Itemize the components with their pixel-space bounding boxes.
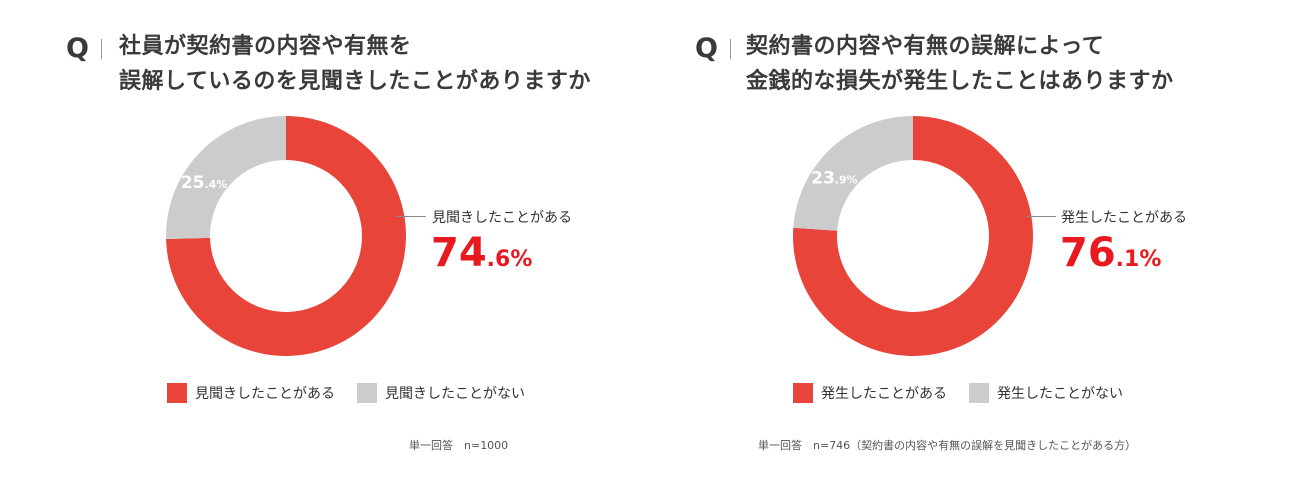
legend-label: 発生したことがない — [997, 386, 1123, 402]
legend-item-no: 見聞きしたことがない — [357, 383, 525, 403]
callout-label: 見聞きしたことがある — [432, 210, 572, 226]
callout-value-integer: 76 — [1060, 230, 1116, 276]
slice-value-label: 23.9% — [811, 168, 858, 188]
callout-value: 76.1% — [1060, 233, 1161, 273]
question-text: 社員が契約書の内容や有無を 誤解しているのを見聞きしたことがありますか — [119, 29, 591, 99]
donut-slice-no — [166, 116, 286, 240]
legend-item-no: 発生したことがない — [969, 383, 1123, 403]
q-separator — [101, 39, 102, 59]
callout-value: 74.6% — [431, 233, 532, 273]
callout-value-integer: 74 — [431, 230, 487, 276]
callout-label: 発生したことがある — [1061, 210, 1187, 226]
legend-label: 発生したことがある — [821, 386, 947, 402]
donut-slice-no — [793, 116, 913, 231]
legend-swatch-red — [793, 383, 813, 403]
legend-label: 見聞きしたことがない — [385, 386, 525, 402]
legend-item-yes: 見聞きしたことがある — [167, 383, 335, 403]
donut-slice-yes — [793, 116, 1033, 356]
question-text: 契約書の内容や有無の誤解によって 金銭的な損失が発生したことはありますか — [746, 29, 1174, 99]
legend-swatch-gray — [357, 383, 377, 403]
question-line-1: 社員が契約書の内容や有無を — [119, 34, 412, 59]
sample-note: 単一回答 n=746（契約書の内容や有無の誤解を見聞きしたことがある方） — [758, 439, 1137, 452]
legend-swatch-red — [167, 383, 187, 403]
callout-leader-line — [396, 216, 426, 217]
question-line-2: 金銭的な損失が発生したことはありますか — [746, 69, 1174, 94]
legend: 発生したことがある 発生したことがない — [793, 383, 1145, 403]
question-line-1: 契約書の内容や有無の誤解によって — [746, 34, 1105, 59]
chart-panel-1: Q 社員が契約書の内容や有無を 誤解しているのを見聞きしたことがありますか 25… — [66, 29, 591, 452]
callout-value-decimal: .6% — [486, 247, 533, 272]
donut-chart: 25.4% — [166, 116, 406, 356]
legend-swatch-gray — [969, 383, 989, 403]
callout-value-decimal: .1% — [1115, 247, 1162, 272]
sample-note: 単一回答 n=1000 — [409, 439, 509, 452]
legend: 見聞きしたことがある 見聞きしたことがない — [167, 383, 547, 403]
slice-value-label: 25.4% — [181, 173, 228, 193]
legend-label: 見聞きしたことがある — [195, 386, 335, 402]
chart-panel-2: Q 契約書の内容や有無の誤解によって 金銭的な損失が発生したことはありますか 2… — [650, 0, 1300, 482]
callout-leader-line — [1026, 216, 1056, 217]
donut-chart: 23.9% — [793, 116, 1033, 356]
q-mark: Q — [695, 33, 718, 64]
q-mark: Q — [66, 33, 89, 64]
q-separator — [730, 39, 731, 59]
question-line-2: 誤解しているのを見聞きしたことがありますか — [119, 69, 591, 94]
legend-item-yes: 発生したことがある — [793, 383, 947, 403]
donut-slice-yes — [166, 116, 406, 356]
